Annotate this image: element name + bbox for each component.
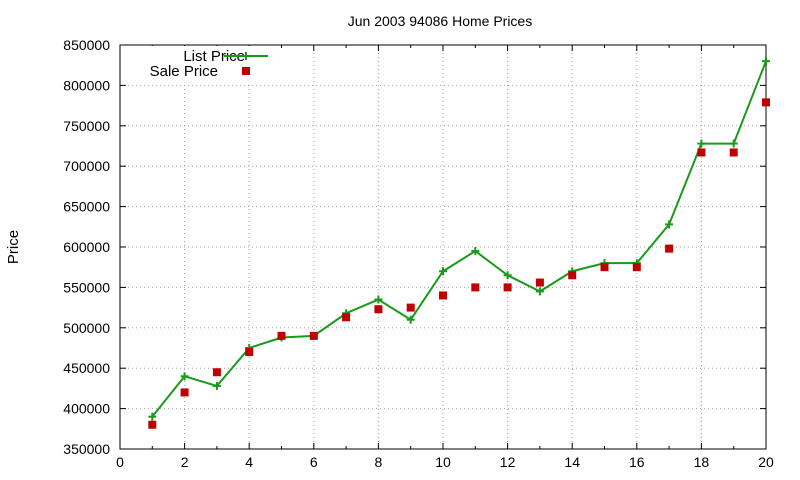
y-tick-label: 850000 bbox=[63, 37, 110, 53]
y-tick-label: 750000 bbox=[63, 118, 110, 134]
sale-price-point bbox=[374, 305, 383, 314]
sale-price-point bbox=[277, 331, 286, 340]
x-tick-label: 6 bbox=[310, 454, 318, 470]
list-price-point bbox=[439, 267, 447, 276]
sale-price-point bbox=[471, 283, 480, 292]
list-price-point bbox=[180, 372, 189, 381]
sale-price-point bbox=[665, 244, 674, 253]
series-layer bbox=[148, 57, 770, 429]
x-tick-label: 14 bbox=[564, 454, 580, 470]
grid-layer bbox=[120, 45, 766, 449]
sale-price-point bbox=[342, 313, 351, 322]
sale-price-point bbox=[600, 263, 609, 272]
y-tick-label: 500000 bbox=[63, 320, 110, 336]
list-price-point bbox=[471, 247, 480, 256]
y-tick-label: 400000 bbox=[63, 401, 110, 417]
y-tick-label: 450000 bbox=[63, 360, 110, 376]
x-tick-label: 18 bbox=[694, 454, 710, 470]
legend-background bbox=[140, 46, 280, 82]
sale-price-point bbox=[729, 148, 738, 157]
sale-price-point bbox=[439, 291, 447, 300]
sale-price-point bbox=[762, 98, 770, 107]
legend-marker-sale-price bbox=[242, 67, 250, 75]
sale-price-point bbox=[245, 348, 254, 357]
x-tick-label: 16 bbox=[629, 454, 645, 470]
chart-title: Jun 2003 94086 Home Prices bbox=[348, 13, 532, 29]
x-tick-label: 12 bbox=[500, 454, 516, 470]
sale-price-point bbox=[535, 278, 544, 287]
x-tick-label: 8 bbox=[375, 454, 383, 470]
y-tick-label: 350000 bbox=[63, 441, 110, 457]
list-price-point bbox=[503, 271, 512, 280]
list-price-point bbox=[406, 315, 415, 324]
y-tick-label: 550000 bbox=[63, 279, 110, 295]
x-tick-label: 20 bbox=[758, 454, 774, 470]
legend-label-sale-price: Sale Price bbox=[150, 63, 218, 80]
list-price-point bbox=[665, 220, 674, 229]
sale-price-point bbox=[697, 148, 706, 157]
sale-price-point bbox=[309, 331, 318, 340]
y-tick-label: 700000 bbox=[63, 158, 110, 174]
y-tick-label: 800000 bbox=[63, 77, 110, 93]
y-axis-label: Price bbox=[5, 230, 22, 264]
sale-price-point bbox=[180, 388, 189, 397]
list-price-line bbox=[151, 60, 767, 418]
list-price-point bbox=[535, 287, 544, 296]
sale-price-point bbox=[148, 420, 157, 429]
series-list-price bbox=[148, 57, 770, 421]
list-price-point bbox=[762, 57, 770, 66]
sale-price-point bbox=[212, 368, 221, 377]
axis-layer: 0 2 4 6 8 10 12 14 16 18 20 350000 400000 450000 50000… bbox=[63, 37, 774, 470]
sale-price-point bbox=[632, 263, 641, 272]
sale-price-point bbox=[568, 271, 577, 280]
list-price-point bbox=[729, 139, 738, 148]
sale-price-point bbox=[503, 283, 512, 292]
x-tick-label: 4 bbox=[245, 454, 253, 470]
list-price-point bbox=[374, 295, 383, 304]
legend-label-list-price: List Price bbox=[183, 48, 245, 65]
list-price-point bbox=[697, 139, 706, 148]
x-tick-label: 2 bbox=[181, 454, 189, 470]
sale-price-point bbox=[406, 303, 415, 312]
series-sale-price bbox=[148, 98, 770, 429]
x-tick-label: 0 bbox=[116, 454, 124, 470]
y-tick-label: 600000 bbox=[63, 239, 110, 255]
x-tick-label: 10 bbox=[435, 454, 451, 470]
list-price-point bbox=[212, 381, 221, 390]
y-tick-label: 650000 bbox=[63, 199, 110, 215]
list-price-point bbox=[148, 412, 157, 421]
